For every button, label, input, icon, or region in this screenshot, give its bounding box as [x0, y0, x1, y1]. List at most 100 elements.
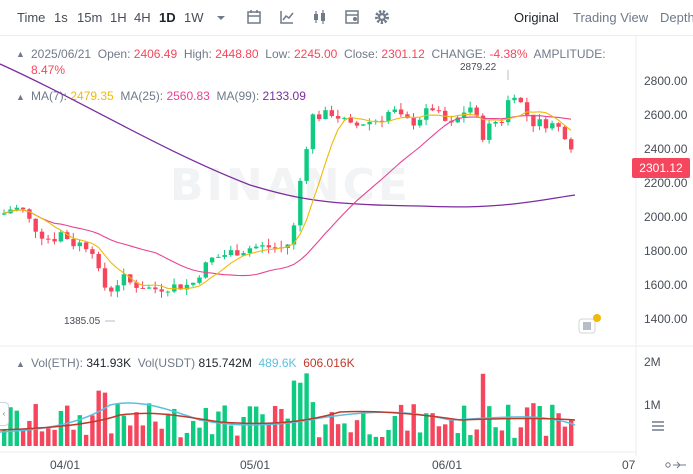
volume-bar [556, 413, 561, 446]
volume-bar [222, 405, 227, 446]
chart-toolbar: Time 1s 15m 1H 4H 1D 1W Original Trading… [0, 0, 693, 36]
ma99-line [0, 63, 576, 208]
calendar-icon[interactable] [246, 9, 262, 25]
collapse-vol-icon[interactable]: ▲ [16, 359, 25, 369]
volume-bar [543, 435, 549, 446]
volume-bar [468, 434, 473, 446]
gear-icon[interactable] [374, 9, 390, 25]
low-label: Low: [265, 47, 291, 61]
date-tick: 05/01 [240, 458, 271, 472]
collapse-info-icon[interactable]: ▲ [16, 49, 25, 59]
side-scroll-handle[interactable]: ‹ [0, 402, 9, 426]
candle-body [65, 232, 70, 240]
indicator-icon[interactable] [279, 9, 295, 25]
interval-1w[interactable]: 1W [184, 10, 204, 25]
volume-bar [512, 437, 517, 446]
volume-bar [506, 404, 511, 446]
candle-body [191, 282, 196, 285]
candle-body [317, 114, 322, 120]
vol-ma-a: 489.6K [258, 356, 297, 370]
low-value: 2245.00 [293, 47, 338, 61]
candle-body [20, 207, 26, 210]
volume-tick: 1M [644, 398, 661, 412]
hamburger-menu-icon[interactable] [651, 420, 665, 432]
volume-bar [380, 436, 385, 446]
candle-body [235, 250, 240, 256]
volume-bar [361, 412, 366, 446]
candle-body [506, 100, 511, 123]
volume-bar [499, 430, 505, 446]
volume-bar [550, 404, 555, 446]
interval-15m[interactable]: 15m [77, 10, 103, 25]
candle-body [499, 122, 505, 124]
collapse-ma-icon[interactable]: ▲ [16, 92, 25, 102]
candle-body [197, 277, 202, 283]
volume-bar [146, 403, 152, 446]
chart-settings-icon[interactable] [664, 459, 688, 471]
candle-body [121, 274, 127, 286]
candle-body [83, 242, 89, 250]
candle-body [153, 287, 158, 290]
candle-body [468, 107, 473, 113]
candle-body [455, 117, 460, 123]
candle-body [487, 123, 492, 140]
candle-body [203, 262, 208, 278]
ohlc-info: 2025/06/21 Open: 2406.49 High: 2448.80 L… [31, 47, 606, 61]
candle-body [304, 149, 309, 181]
volume-bar [191, 420, 196, 446]
candle-body [329, 110, 334, 116]
volume-bar [386, 429, 391, 446]
candle-body [342, 117, 347, 119]
template-icon[interactable] [344, 9, 360, 25]
candle-body [272, 247, 278, 249]
candle-body [178, 284, 183, 290]
candle-body [39, 231, 45, 239]
view-trading-view[interactable]: Trading View [573, 10, 649, 25]
volume-bars-group [2, 373, 574, 446]
candle-body [90, 249, 95, 254]
candle-body [367, 121, 372, 125]
time-label[interactable]: Time [17, 10, 46, 25]
volume-bar [109, 433, 114, 446]
volume-bar [203, 407, 208, 446]
interval-1s[interactable]: 1s [54, 10, 68, 25]
volume-bar [165, 413, 171, 446]
amplitude-row: 8.47% [31, 63, 65, 77]
volume-bar [373, 436, 379, 446]
vol-eth-label: Vol(ETH): [31, 356, 84, 370]
view-depth[interactable]: Depth [660, 10, 693, 25]
candle-body [260, 245, 265, 247]
volume-bar [71, 429, 76, 446]
alert-widget-icon[interactable] [578, 313, 602, 335]
view-original[interactable]: Original [514, 10, 559, 25]
candle-body [531, 114, 536, 127]
volume-bar [241, 416, 246, 446]
volume-bar [518, 427, 523, 446]
candle-body [361, 124, 366, 126]
volume-bar [115, 404, 120, 446]
volume-bar [367, 434, 372, 446]
candle-type-icon[interactable] [312, 9, 328, 25]
candle-body [398, 109, 404, 115]
candle-body [556, 123, 561, 127]
candle-body [102, 268, 108, 288]
volume-bar [254, 406, 259, 446]
volume-bar [335, 424, 341, 446]
interval-1d[interactable]: 1D [159, 10, 176, 25]
ma7-line [3, 111, 572, 290]
interval-1h[interactable]: 1H [110, 10, 127, 25]
volume-bar [20, 429, 26, 446]
vol-ma-b: 606.016K [303, 356, 355, 370]
volume-bar [90, 415, 95, 446]
candle-body [493, 122, 498, 124]
interval-4h[interactable]: 4H [134, 10, 151, 25]
candle-body [537, 119, 542, 127]
candle-body [216, 256, 221, 258]
volume-bar [140, 425, 145, 446]
candle-body [46, 238, 51, 240]
candle-body [380, 120, 385, 122]
chevron-down-icon[interactable] [216, 14, 226, 22]
candles-group [2, 94, 574, 298]
open-label: Open: [97, 47, 131, 61]
